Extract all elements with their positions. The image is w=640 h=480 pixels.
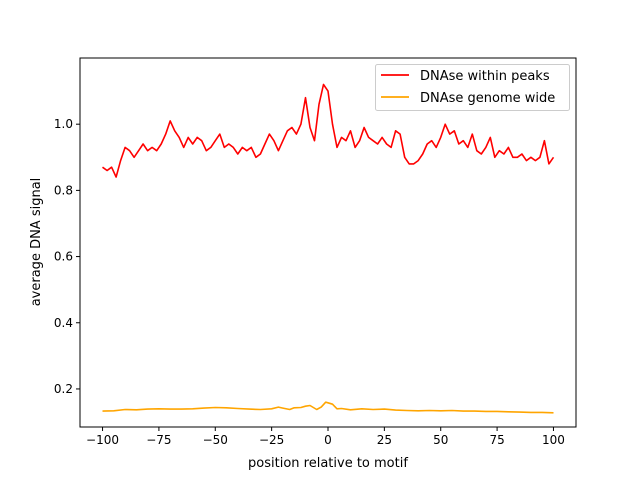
legend-label-genome: DNAse genome wide [420,91,555,106]
series-layer [102,83,555,414]
y-tick-label: 0.8 [54,183,73,197]
legend-label-peaks: DNAse within peaks [420,69,550,84]
y-axis-label: average DNA signal [29,178,44,307]
series-line-genome [102,401,554,414]
series-line-peaks [102,83,555,178]
x-axis-label: position relative to motif [248,456,408,471]
legend-box [375,64,570,111]
y-axis-ticks: 0.2 0.4 0.6 0.8 1.0 [54,117,80,396]
y-tick-label: 0.4 [54,316,73,330]
legend: DNAse within peaks DNAse genome wide [375,64,570,111]
x-tick-label: 75 [489,433,504,447]
x-tick-label: 100 [542,433,565,447]
x-tick-label: 25 [377,433,392,447]
x-axis-ticks: −100 −75 −50 −25 0 25 50 75 100 [86,427,565,447]
x-tick-label: −75 [146,433,171,447]
y-tick-label: 0.6 [54,250,73,264]
x-tick-label: −25 [259,433,284,447]
x-tick-label: 0 [324,433,332,447]
y-tick-label: 1.0 [54,117,73,131]
x-tick-label: −100 [86,433,119,447]
y-tick-label: 0.2 [54,382,73,396]
x-tick-label: 50 [433,433,448,447]
x-tick-label: −50 [203,433,228,447]
